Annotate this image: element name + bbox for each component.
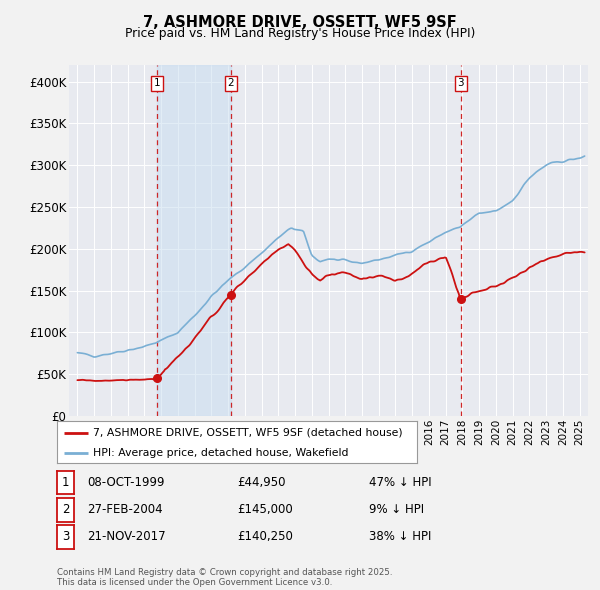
Text: 3: 3 <box>62 530 69 543</box>
Text: £44,950: £44,950 <box>237 476 286 489</box>
Text: HPI: Average price, detached house, Wakefield: HPI: Average price, detached house, Wake… <box>93 448 349 457</box>
Text: 38% ↓ HPI: 38% ↓ HPI <box>369 530 431 543</box>
Text: 9% ↓ HPI: 9% ↓ HPI <box>369 503 424 516</box>
Text: 1: 1 <box>154 78 161 88</box>
Text: 2: 2 <box>227 78 234 88</box>
Text: 7, ASHMORE DRIVE, OSSETT, WF5 9SF (detached house): 7, ASHMORE DRIVE, OSSETT, WF5 9SF (detac… <box>93 428 403 438</box>
Text: £140,250: £140,250 <box>237 530 293 543</box>
Text: 1: 1 <box>62 476 69 489</box>
Bar <box>157 65 231 416</box>
Text: Price paid vs. HM Land Registry's House Price Index (HPI): Price paid vs. HM Land Registry's House … <box>125 27 475 40</box>
Text: 3: 3 <box>457 78 464 88</box>
Text: 7, ASHMORE DRIVE, OSSETT, WF5 9SF: 7, ASHMORE DRIVE, OSSETT, WF5 9SF <box>143 15 457 30</box>
Text: 27-FEB-2004: 27-FEB-2004 <box>87 503 163 516</box>
Text: 2: 2 <box>62 503 69 516</box>
Text: 47% ↓ HPI: 47% ↓ HPI <box>369 476 431 489</box>
Text: 08-OCT-1999: 08-OCT-1999 <box>87 476 164 489</box>
Text: 21-NOV-2017: 21-NOV-2017 <box>87 530 166 543</box>
Text: £145,000: £145,000 <box>237 503 293 516</box>
Text: Contains HM Land Registry data © Crown copyright and database right 2025.
This d: Contains HM Land Registry data © Crown c… <box>57 568 392 587</box>
